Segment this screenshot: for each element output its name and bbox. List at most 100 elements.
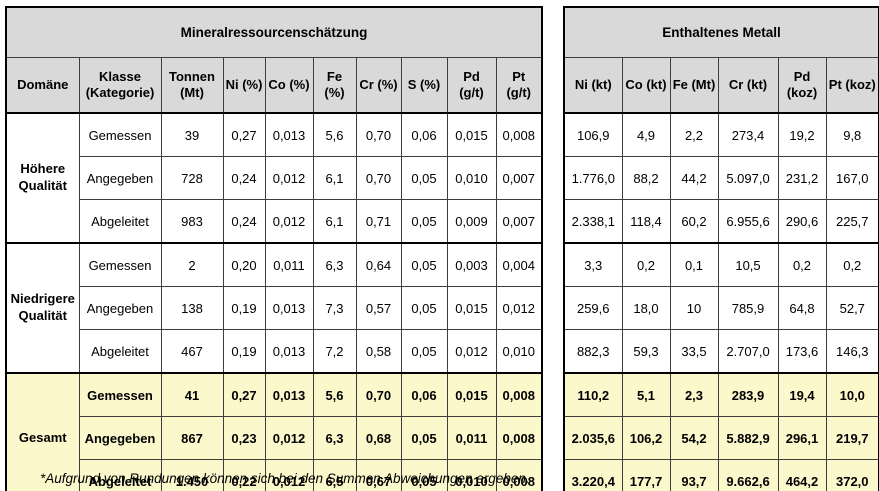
- data-cell: 0,012: [264, 459, 314, 491]
- column-header: Pd (g/t): [446, 57, 497, 114]
- table-row: Angegeben 138 0,19 0,013 7,3 0,57 0,05 0…: [6, 286, 543, 330]
- table-row: Angegeben 728 0,24 0,012 6,1 0,70 0,05 0…: [6, 156, 543, 200]
- table-row: 3,3 0,2 0,1 10,5 0,2 0,2: [563, 242, 879, 287]
- data-cell: 7,2: [312, 329, 357, 374]
- class-cell: Angegeben: [78, 286, 162, 330]
- data-cell: 0,05: [400, 329, 448, 374]
- data-cell: 0,013: [264, 112, 314, 157]
- class-cell: Gemessen: [78, 242, 162, 287]
- table-row: Höhere Qualität Gemessen 39 0,27 0,013 5…: [5, 112, 543, 244]
- data-cell: 0,68: [355, 416, 402, 460]
- column-header: Cr (kt): [717, 57, 779, 114]
- data-cell: 0,27: [222, 112, 266, 157]
- data-cell: 0,05: [400, 199, 448, 244]
- column-header: Fe (%): [312, 57, 357, 114]
- table-row: Angegeben 867 0,23 0,012 6,3 0,68 0,05 0…: [6, 416, 543, 460]
- data-cell: 39: [160, 112, 224, 157]
- data-cell: 1.450: [160, 459, 224, 491]
- column-header: Pt (g/t): [495, 57, 543, 114]
- data-cell: 7,3: [312, 286, 357, 330]
- data-cell: 372,0: [825, 459, 879, 491]
- data-cell: 0,004: [495, 242, 543, 287]
- data-cell: 0,010: [446, 459, 497, 491]
- data-cell: 0,22: [222, 459, 266, 491]
- data-cell: 54,2: [669, 416, 719, 460]
- table-row: Mineralressourcenschätzung: [5, 6, 543, 58]
- data-cell: 173,6: [777, 329, 827, 374]
- data-cell: 0,05: [400, 459, 448, 491]
- rounding-footnote: *Aufgrund von Rundungen können sich bei …: [40, 471, 530, 486]
- data-cell: 0,20: [222, 242, 266, 287]
- data-cell: 867: [160, 416, 224, 460]
- data-cell: 18,0: [621, 286, 671, 330]
- group-label-cell: Gesamt: [5, 372, 80, 491]
- data-cell: 110,2: [563, 372, 623, 417]
- data-cell: 2.338,1: [563, 199, 623, 244]
- data-cell: 6,1: [312, 199, 357, 244]
- data-cell: 0,008: [495, 112, 543, 157]
- data-cell: 283,9: [717, 372, 779, 417]
- data-cell: 882,3: [563, 329, 623, 374]
- data-cell: 0,011: [264, 242, 314, 287]
- data-cell: 1.776,0: [563, 156, 623, 200]
- data-cell: 0,015: [446, 112, 497, 157]
- data-cell: 167,0: [825, 156, 879, 200]
- data-cell: 0,05: [400, 242, 448, 287]
- data-cell: 33,5: [669, 329, 719, 374]
- data-cell: 5,6: [312, 112, 357, 157]
- mineral-resource-table: Mineralressourcenschätzung Domäne Klasse…: [5, 6, 543, 491]
- data-cell: 138: [160, 286, 224, 330]
- data-cell: 2.707,0: [717, 329, 779, 374]
- column-header: S (%): [400, 57, 448, 114]
- right-table-title: Enthaltenes Metall: [563, 6, 879, 58]
- data-cell: 0,015: [446, 372, 497, 417]
- table-row: 2.338,1 118,4 60,2 6.955,6 290,6 225,7: [563, 199, 879, 244]
- class-cell: Abgeleitet: [78, 329, 162, 374]
- data-cell: 106,9: [563, 112, 623, 157]
- data-cell: 2,3: [669, 372, 719, 417]
- data-cell: 785,9: [717, 286, 779, 330]
- column-header: Pd (koz): [777, 57, 827, 114]
- data-cell: 60,2: [669, 199, 719, 244]
- data-cell: 0,24: [222, 199, 266, 244]
- data-cell: 219,7: [825, 416, 879, 460]
- data-cell: 5.882,9: [717, 416, 779, 460]
- data-cell: 64,8: [777, 286, 827, 330]
- data-cell: 0,2: [825, 242, 879, 287]
- column-header: Cr (%): [355, 57, 402, 114]
- data-cell: 983: [160, 199, 224, 244]
- table-row: Domäne Klasse (Kategorie) Tonnen (Mt) Ni…: [5, 57, 543, 114]
- data-cell: 88,2: [621, 156, 671, 200]
- table-row: 110,2 5,1 2,3 283,9 19,4 10,0: [563, 372, 879, 417]
- data-cell: 146,3: [825, 329, 879, 374]
- data-cell: 0,012: [264, 156, 314, 200]
- data-cell: 0,06: [400, 112, 448, 157]
- data-cell: 0,05: [400, 416, 448, 460]
- data-cell: 0,008: [495, 372, 543, 417]
- data-cell: 0,003: [446, 242, 497, 287]
- data-cell: 0,012: [495, 286, 543, 330]
- data-cell: 0,67: [355, 459, 402, 491]
- column-header: Tonnen (Mt): [160, 57, 224, 114]
- data-cell: 0,007: [495, 199, 543, 244]
- data-cell: 0,008: [495, 459, 543, 491]
- class-cell: Abgeleitet: [78, 199, 162, 244]
- data-cell: 0,011: [446, 416, 497, 460]
- data-cell: 0,008: [495, 416, 543, 460]
- data-cell: 3.220,4: [563, 459, 623, 491]
- data-cell: 231,2: [777, 156, 827, 200]
- data-cell: 5,1: [621, 372, 671, 417]
- data-cell: 0,007: [495, 156, 543, 200]
- table-row: 259,6 18,0 10 785,9 64,8 52,7: [563, 286, 879, 330]
- data-cell: 10,0: [825, 372, 879, 417]
- data-cell: 0,64: [355, 242, 402, 287]
- data-cell: 0,2: [777, 242, 827, 287]
- data-cell: 0,012: [264, 416, 314, 460]
- data-cell: 0,013: [264, 286, 314, 330]
- data-cell: 0,012: [264, 199, 314, 244]
- column-header: Co (%): [264, 57, 314, 114]
- data-cell: 0,1: [669, 242, 719, 287]
- table-row: Abgeleitet 1.450 0,22 0,012 6,5 0,67 0,0…: [6, 459, 543, 491]
- column-header: Klasse (Kategorie): [78, 57, 162, 114]
- data-cell: 467: [160, 329, 224, 374]
